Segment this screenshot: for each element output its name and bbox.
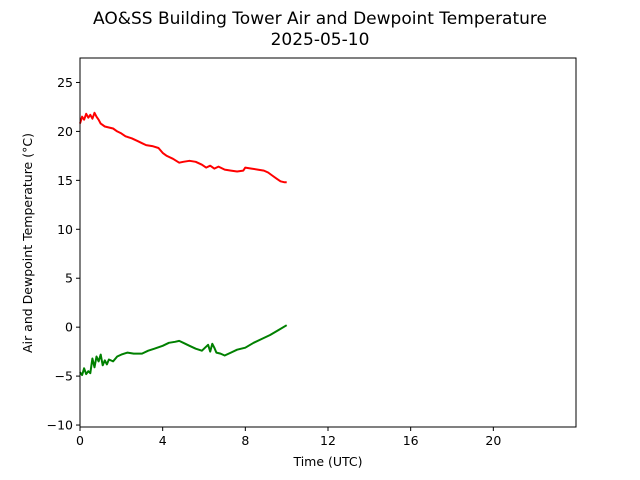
x-tick-label: 20 xyxy=(485,433,501,448)
series-line-1 xyxy=(79,324,288,377)
chart-title: AO&SS Building Tower Air and Dewpoint Te… xyxy=(93,9,547,29)
x-tick-label: 4 xyxy=(159,433,167,448)
x-tick-label: 12 xyxy=(320,433,336,448)
y-tick-label: 15 xyxy=(57,173,73,188)
chart-subtitle: 2025-05-10 xyxy=(271,30,370,50)
y-tick-label: 10 xyxy=(57,222,73,237)
y-tick-label: −10 xyxy=(47,418,73,433)
y-tick-label: 25 xyxy=(57,75,73,90)
y-axis-label: Air and Dewpoint Temperature (°C) xyxy=(20,133,35,353)
x-axis-label: Time (UTC) xyxy=(292,454,362,469)
y-tick-label: 0 xyxy=(65,320,73,335)
y-tick-label: 5 xyxy=(65,271,73,286)
y-tick-label: −5 xyxy=(55,369,73,384)
x-tick-label: 16 xyxy=(403,433,419,448)
series-line-0 xyxy=(79,111,287,184)
y-tick-label: 20 xyxy=(57,124,73,139)
y-axis: −10 −5 0 5 10 15 20 25 xyxy=(47,75,80,433)
x-axis: 0 4 8 12 16 20 xyxy=(76,427,501,448)
x-tick-label: 8 xyxy=(241,433,249,448)
plot-lines xyxy=(79,111,288,377)
x-tick-label: 0 xyxy=(76,433,84,448)
